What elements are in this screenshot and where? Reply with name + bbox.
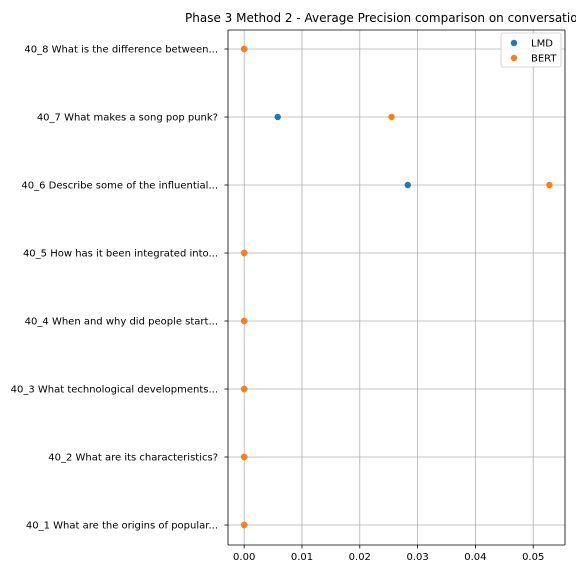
- data-point-bert: [240, 249, 248, 257]
- data-point-bert: [240, 45, 248, 53]
- y-tick-label: 40_8 What is the difference between...: [24, 45, 218, 56]
- legend-marker-bert: [510, 54, 518, 62]
- x-tick-label: 0.01: [291, 552, 313, 563]
- x-tick-label: 0.05: [522, 552, 544, 563]
- y-tick-label: 40_6 Describe some of the influential...: [21, 181, 218, 192]
- axes: 0.00 0.01 0.02 0.03 0.04 0.05 40_1 What are th…: [11, 29, 566, 563]
- data-point-bert: [546, 181, 553, 189]
- x-tick-label: 0.02: [349, 552, 371, 563]
- data-point-lmd: [274, 113, 281, 121]
- data-point-bert: [240, 453, 248, 461]
- x-tick-label: 0.04: [464, 552, 486, 563]
- y-tick-label: 40_4 When and why did people start...: [25, 317, 218, 328]
- legend-label-lmd: LMD: [531, 39, 553, 50]
- x-tick-label: 0.00: [233, 552, 255, 563]
- data-point-bert: [388, 113, 395, 121]
- y-tick-label: 40_7 What makes a song pop punk?: [37, 113, 218, 124]
- y-tick-label: 40_2 What are its characteristics?: [48, 453, 218, 464]
- y-tick-label: 40_5 How has it been integrated into...: [23, 249, 218, 260]
- data-point-bert: [240, 521, 248, 529]
- legend-label-bert: BERT: [531, 54, 557, 65]
- data-point-lmd: [404, 181, 411, 189]
- data-point-bert: [240, 317, 248, 325]
- x-tick-label: 0.03: [406, 552, 428, 563]
- data-point-bert: [240, 385, 248, 393]
- chart-title: Phase 3 Method 2 - Average Precision com…: [185, 11, 576, 25]
- y-tick-label: 40_3 What technological developments...: [11, 385, 218, 396]
- y-tick-label: 40_1 What are the origins of popular...: [26, 521, 218, 532]
- legend: LMD BERT: [500, 32, 562, 68]
- data-points: [240, 45, 553, 529]
- legend-marker-lmd: [510, 39, 518, 47]
